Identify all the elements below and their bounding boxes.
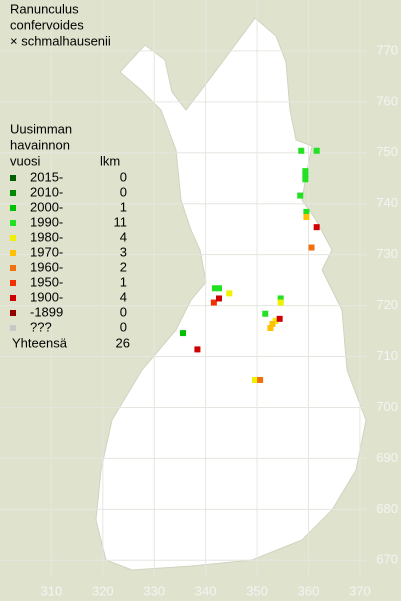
point [269,320,276,327]
point [308,244,315,251]
x-tick-label: 350 [246,583,268,598]
legend-count: 0 [120,169,127,184]
y-tick-label: 750 [376,144,398,159]
legend-header: vuosi [10,153,40,168]
point [313,147,320,154]
point [272,317,279,324]
point [276,315,283,322]
legend-label: -1899 [30,304,63,319]
total-label: Yhteensä [12,335,68,350]
legend-swatch [10,250,16,256]
title-line: confervoides [10,17,84,32]
legend-swatch [10,220,16,226]
point [251,376,258,383]
legend-count: 1 [120,274,127,289]
legend-count: 11 [114,214,128,229]
y-tick-label: 690 [376,450,398,465]
point [297,192,304,199]
point [298,147,305,154]
legend-swatch [10,175,16,181]
legend-swatch [10,325,16,331]
title-line: Ranunculus [10,1,79,16]
x-tick-label: 370 [349,583,371,598]
legend-swatch [10,205,16,211]
legend-count: 0 [120,304,127,319]
legend-header: havainnon [10,137,70,152]
point [216,285,223,292]
x-tick-label: 360 [298,583,320,598]
point [216,295,223,302]
legend-header: Uusimman [10,121,72,136]
legend-label: 2000- [30,199,63,214]
legend-count: 0 [120,184,127,199]
point [302,172,309,179]
y-tick-label: 740 [376,195,398,210]
y-tick-label: 730 [376,246,398,261]
title-line: × schmalhausenii [10,33,111,48]
legend-swatch [10,190,16,196]
point [267,325,274,332]
point [257,376,264,383]
y-tick-label: 770 [376,42,398,57]
legend-label: 1980- [30,229,63,244]
point [303,213,310,220]
point [210,299,217,306]
points [180,147,320,383]
legend-swatch [10,265,16,271]
point [277,295,284,302]
x-tick-label: 340 [195,583,217,598]
x-tick-label: 310 [41,583,63,598]
legend-label: 1970- [30,244,63,259]
legend-swatch [10,310,16,316]
legend-count: 0 [120,319,127,334]
point [302,168,309,175]
y-tick-label: 680 [376,501,398,516]
point [302,176,309,183]
legend-swatch [10,280,16,286]
legend-count: 2 [120,259,127,274]
point [180,330,187,337]
legend-count: 1 [120,199,127,214]
total-count: 26 [116,335,130,350]
legend-swatch [10,295,16,301]
point [277,299,284,306]
point [211,285,218,292]
y-tick-label: 710 [376,348,398,363]
legend-count: 3 [120,244,127,259]
legend-label: 1950- [30,274,63,289]
x-tick-label: 320 [92,583,114,598]
point [194,346,201,353]
y-tick-label: 720 [376,297,398,312]
legend-label: 1960- [30,259,63,274]
legend-count: 4 [120,229,127,244]
legend-label: ??? [30,319,52,334]
legend-label: 1900- [30,289,63,304]
legend-swatch [10,235,16,241]
legend-label: 2015- [30,169,63,184]
legend-count-header: lkm [100,153,120,168]
point [313,224,320,231]
legend-count: 4 [120,289,127,304]
x-tick-label: 330 [143,583,165,598]
legend-label: 1990- [30,214,63,229]
y-tick-label: 670 [376,552,398,567]
y-tick-label: 700 [376,399,398,414]
point [303,208,310,215]
y-tick-label: 760 [376,93,398,108]
point [226,290,233,297]
point [262,310,269,317]
legend-label: 2010- [30,184,63,199]
